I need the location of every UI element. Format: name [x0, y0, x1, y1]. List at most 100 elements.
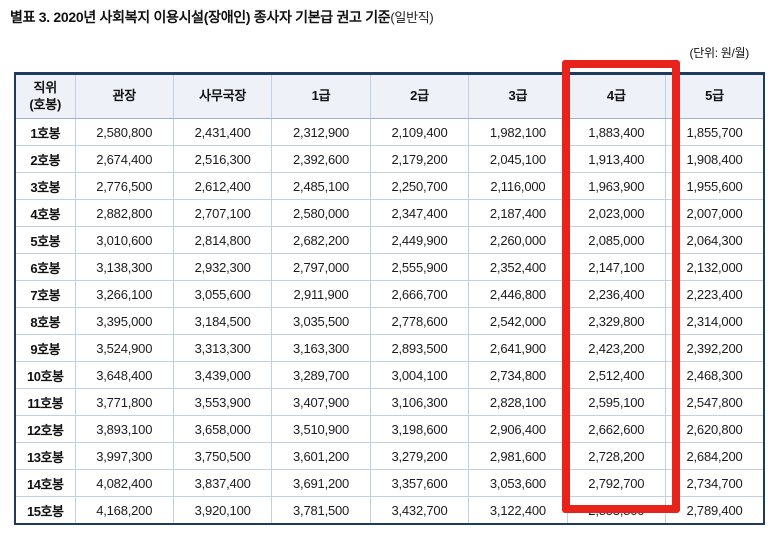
salary-value-cell: 2,932,300: [172, 253, 273, 281]
salary-value-cell: 2,792,700: [566, 469, 667, 497]
row-label: 15호봉: [14, 496, 76, 525]
salary-value-cell: 2,555,900: [369, 253, 470, 281]
table-row: 14호봉 4,082,400 3,837,400 3,691,200 3,357,600…: [14, 469, 765, 497]
salary-value-cell: 3,997,300: [74, 442, 174, 470]
salary-value-cell: 2,828,100: [468, 388, 568, 416]
salary-value-cell: 2,007,000: [665, 199, 765, 227]
page-title-main: 별표 3. 2020년 사회복지 이용시설(장애인) 종사자 기본급 권고 기준: [10, 9, 391, 25]
salary-value-cell: 2,882,800: [74, 199, 174, 227]
row-label: 7호봉: [14, 280, 76, 308]
salary-value-cell: 1,913,400: [566, 145, 667, 173]
table-row: 3호봉 2,776,500 2,612,400 2,485,100 2,250,700 2…: [14, 172, 765, 200]
salary-value-cell: 2,023,000: [566, 199, 667, 227]
salary-value-cell: 3,510,900: [271, 415, 371, 443]
salary-value-cell: 3,750,500: [172, 442, 273, 470]
table-header: 직위 (호봉) 관장 사무국장 1급 2급 3급 4급 5급: [14, 73, 765, 119]
salary-value-cell: 2,684,200: [665, 442, 765, 470]
salary-value-cell: 2,045,100: [468, 145, 568, 173]
salary-value-cell: 3,122,400: [468, 496, 568, 525]
salary-value-cell: 3,524,900: [74, 334, 174, 362]
salary-value-cell: 2,449,900: [369, 226, 470, 254]
salary-value-cell: 2,547,800: [665, 388, 765, 416]
salary-value-cell: 2,516,300: [172, 145, 273, 173]
row-label: 14호봉: [14, 469, 76, 497]
salary-value-cell: 3,432,700: [369, 496, 470, 525]
salary-value-cell: 2,314,000: [665, 307, 765, 335]
salary-value-cell: 3,266,100: [74, 280, 174, 308]
salary-value-cell: 2,431,400: [172, 118, 273, 146]
column-header-position: 직위 (호봉): [14, 73, 76, 119]
salary-value-cell: 2,906,400: [468, 415, 568, 443]
salary-value-cell: 3,920,100: [172, 496, 273, 525]
salary-value-cell: 2,512,400: [566, 361, 667, 389]
salary-value-cell: 2,580,800: [74, 118, 174, 146]
table-body: 1호봉 2,580,800 2,431,400 2,312,900 2,109,400 1…: [14, 118, 765, 525]
salary-value-cell: 2,612,400: [172, 172, 273, 200]
table-row: 9호봉 3,524,900 3,313,300 3,163,300 2,893,500 2…: [14, 334, 765, 362]
salary-value-cell: 2,147,100: [566, 253, 667, 281]
table-row: 5호봉 3,010,600 2,814,800 2,682,200 2,449,900 2…: [14, 226, 765, 254]
salary-value-cell: 2,778,600: [369, 307, 470, 335]
salary-value-cell: 3,658,000: [172, 415, 273, 443]
salary-value-cell: 2,116,000: [468, 172, 568, 200]
salary-value-cell: 2,085,000: [566, 226, 667, 254]
table-row: 2호봉 2,674,400 2,516,300 2,392,600 2,179,200 2…: [14, 145, 765, 173]
salary-value-cell: 2,329,800: [566, 307, 667, 335]
salary-value-cell: 2,734,700: [665, 469, 765, 497]
salary-value-cell: 2,109,400: [369, 118, 470, 146]
salary-value-cell: 3,395,000: [74, 307, 174, 335]
salary-value-cell: 3,106,300: [369, 388, 470, 416]
table-row: 4호봉 2,882,800 2,707,100 2,580,000 2,347,400 2…: [14, 199, 765, 227]
salary-value-cell: 3,289,700: [271, 361, 371, 389]
salary-table-container: 직위 (호봉) 관장 사무국장 1급 2급 3급 4급 5급 1호봉 2,580,…: [14, 72, 765, 525]
salary-value-cell: 2,814,800: [172, 226, 273, 254]
salary-value-cell: 2,064,300: [665, 226, 765, 254]
row-label: 5호봉: [14, 226, 76, 254]
table-row: 6호봉 3,138,300 2,932,300 2,797,000 2,555,900 2…: [14, 253, 765, 281]
salary-value-cell: 2,797,000: [271, 253, 371, 281]
salary-value-cell: 3,648,400: [74, 361, 174, 389]
salary-value-cell: 3,407,900: [271, 388, 371, 416]
row-label: 9호봉: [14, 334, 76, 362]
salary-value-cell: 3,055,600: [172, 280, 273, 308]
salary-value-cell: 3,893,100: [74, 415, 174, 443]
row-label: 13호봉: [14, 442, 76, 470]
unit-note: (단위: 원/월): [689, 46, 750, 60]
salary-value-cell: 3,010,600: [74, 226, 174, 254]
salary-value-cell: 2,312,900: [271, 118, 371, 146]
table-row: 15호봉 4,168,200 3,920,100 3,781,500 3,432,700…: [14, 496, 765, 525]
salary-value-cell: 3,357,600: [369, 469, 470, 497]
salary-value-cell: 2,542,000: [468, 307, 568, 335]
column-header-grade5: 5급: [665, 73, 765, 119]
row-label: 10호봉: [14, 361, 76, 389]
salary-value-cell: 3,601,200: [271, 442, 371, 470]
row-label: 2호봉: [14, 145, 76, 173]
salary-value-cell: 3,138,300: [74, 253, 174, 281]
salary-value-cell: 2,347,400: [369, 199, 470, 227]
salary-value-cell: 3,163,300: [271, 334, 371, 362]
column-header-grade2: 2급: [369, 73, 470, 119]
column-header-grade4: 4급: [566, 73, 667, 119]
salary-value-cell: 2,911,900: [271, 280, 371, 308]
salary-value-cell: 3,004,100: [369, 361, 470, 389]
row-label: 3호봉: [14, 172, 76, 200]
salary-value-cell: 2,260,000: [468, 226, 568, 254]
salary-value-cell: 3,198,600: [369, 415, 470, 443]
salary-value-cell: 2,179,200: [369, 145, 470, 173]
salary-value-cell: 3,771,800: [74, 388, 174, 416]
salary-value-cell: 3,781,500: [271, 496, 371, 525]
table-row: 12호봉 3,893,100 3,658,000 3,510,900 3,198,600…: [14, 415, 765, 443]
salary-value-cell: 1,955,600: [665, 172, 765, 200]
salary-value-cell: 2,223,400: [665, 280, 765, 308]
salary-value-cell: 3,439,000: [172, 361, 273, 389]
salary-value-cell: 2,392,600: [271, 145, 371, 173]
row-label: 4호봉: [14, 199, 76, 227]
salary-value-cell: 4,082,400: [74, 469, 174, 497]
salary-value-cell: 2,187,400: [468, 199, 568, 227]
salary-value-cell: 2,485,100: [271, 172, 371, 200]
salary-value-cell: 2,776,500: [74, 172, 174, 200]
table-header-row: 직위 (호봉) 관장 사무국장 1급 2급 3급 4급 5급: [14, 73, 765, 119]
salary-value-cell: 2,580,000: [271, 199, 371, 227]
salary-value-cell: 2,682,200: [271, 226, 371, 254]
column-header-secretary-general: 사무국장: [172, 73, 273, 119]
